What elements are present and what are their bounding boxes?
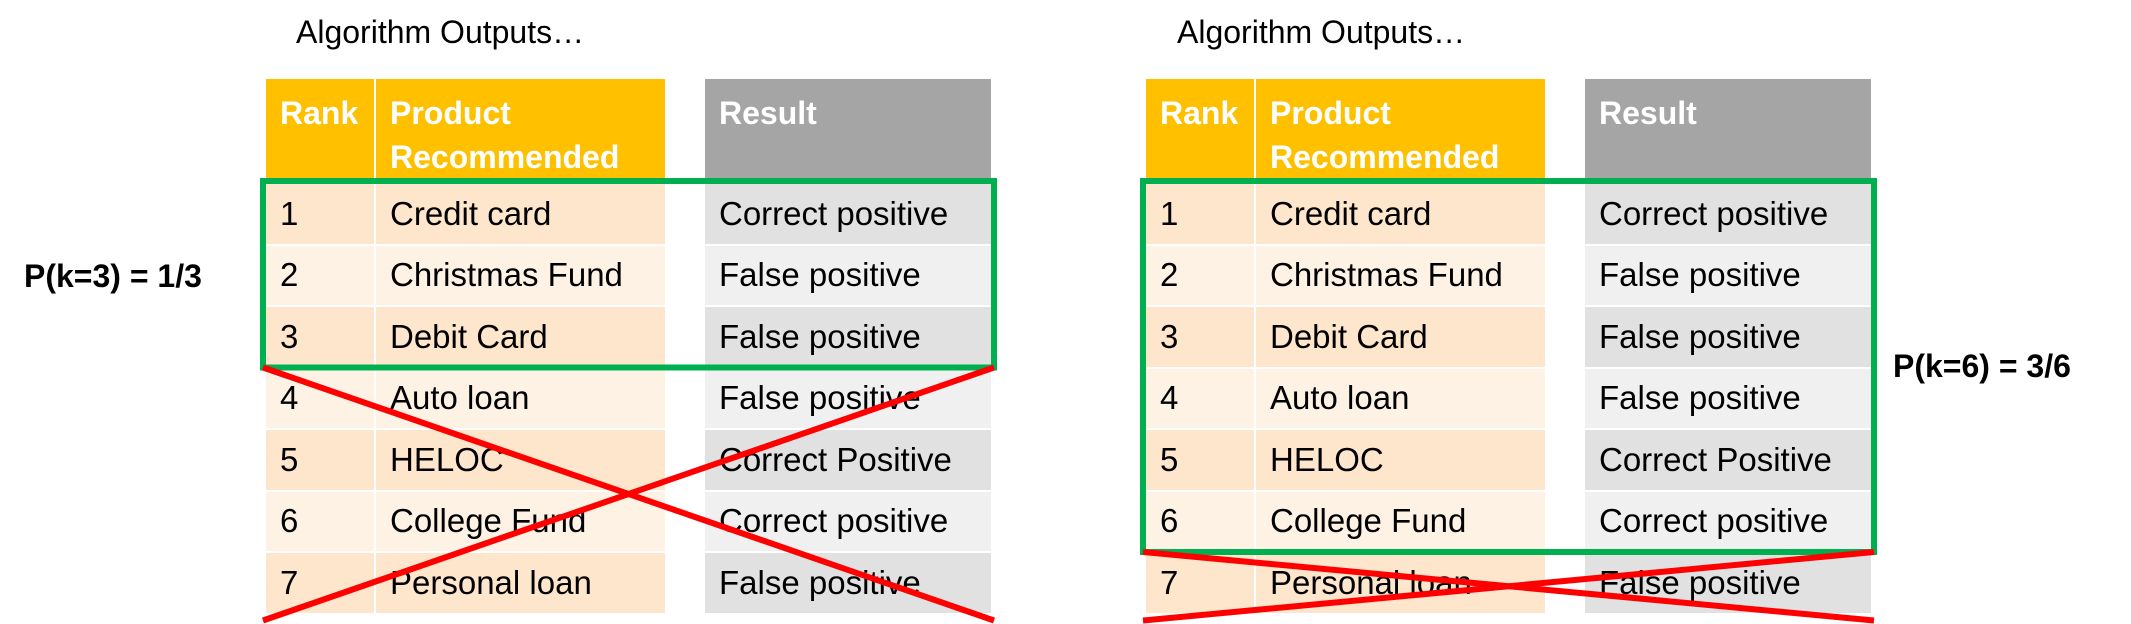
header-result: Result [1585,79,1871,182]
cell-rank: 7 [1146,553,1254,613]
cell-result: Correct positive [1585,184,1871,244]
cell-rank: 4 [1146,368,1254,428]
header-product: Product Recommended [1256,79,1545,182]
cell-rank: 1 [266,184,374,244]
cell-rank: 5 [266,430,374,490]
cell-product: Auto loan [376,368,665,428]
cell-result: False positive [705,553,991,613]
cell-rank: 3 [266,307,374,367]
cell-result: False positive [1585,245,1871,305]
header-rank: Rank [1146,79,1254,182]
cell-result: False positive [705,245,991,305]
cell-result: Correct positive [705,491,991,551]
cell-rank: 7 [266,553,374,613]
header-product: Product Recommended [376,79,665,182]
cell-product: College Fund [1256,491,1545,551]
cell-rank: 5 [1146,430,1254,490]
cell-rank: 4 [266,368,374,428]
cell-product: Christmas Fund [1256,245,1545,305]
cell-result: Correct Positive [1585,430,1871,490]
cell-result: Correct positive [1585,491,1871,551]
cell-rank: 1 [1146,184,1254,244]
cell-result: False positive [1585,368,1871,428]
cell-product: Personal loan [1256,553,1545,613]
cell-product: HELOC [1256,430,1545,490]
cell-rank: 6 [1146,491,1254,551]
cell-product: HELOC [376,430,665,490]
panel-title: Algorithm Outputs… [296,14,585,50]
cell-rank: 2 [1146,245,1254,305]
header-result: Result [705,79,991,182]
cell-product: Auto loan [1256,368,1545,428]
header-rank: Rank [266,79,374,182]
cell-rank: 3 [1146,307,1254,367]
cell-product: Christmas Fund [376,245,665,305]
cell-result: False positive [1585,553,1871,613]
cell-product: Credit card [376,184,665,244]
cell-rank: 6 [266,491,374,551]
precision-label: P(k=6) = 3/6 [1893,348,2071,384]
cell-product: Personal loan [376,553,665,613]
cell-result: False positive [1585,307,1871,367]
cell-product: College Fund [376,491,665,551]
cell-product: Credit card [1256,184,1545,244]
cell-result: False positive [705,368,991,428]
cell-rank: 2 [266,245,374,305]
cell-product: Debit Card [1256,307,1545,367]
cell-result: Correct positive [705,184,991,244]
panel-title: Algorithm Outputs… [1177,14,1466,50]
cell-result: False positive [705,307,991,367]
cell-result: Correct Positive [705,430,991,490]
precision-label: P(k=3) = 1/3 [24,258,202,294]
cell-product: Debit Card [376,307,665,367]
